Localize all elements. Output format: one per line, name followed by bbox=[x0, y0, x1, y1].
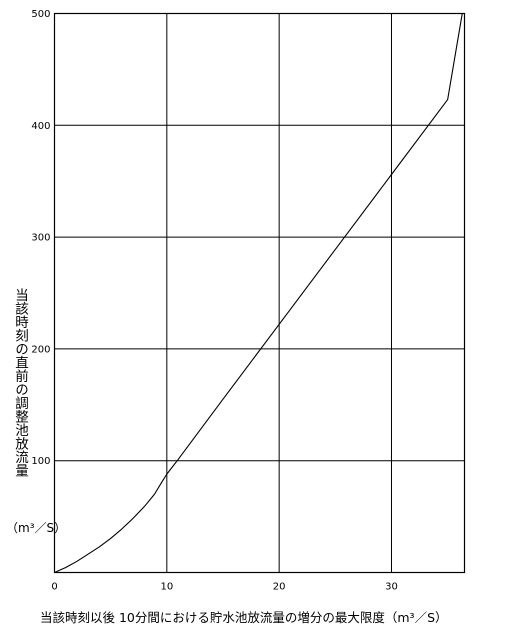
series-line-0 bbox=[54, 13, 463, 574]
x-axis-title: 当該時刻以後 10分間における貯水池放流量の増分の最大限度（m³／S） bbox=[40, 610, 448, 625]
y-tick-label: 500 bbox=[31, 9, 50, 20]
y-tick-label: 400 bbox=[31, 121, 50, 132]
plot-area-border bbox=[53, 12, 466, 574]
x-tick-label: 0 bbox=[51, 582, 57, 593]
x-tick-label: 30 bbox=[385, 582, 398, 593]
y-tick-label: 100 bbox=[31, 456, 50, 467]
ticks: 0 10 20 30 100 200 300 400 500 bbox=[31, 9, 397, 593]
y-tick-label: 300 bbox=[31, 233, 50, 244]
y-tick-label: 200 bbox=[31, 344, 50, 355]
data-line-layer bbox=[54, 13, 463, 574]
x-tick-label: 20 bbox=[273, 582, 286, 593]
y-axis-title: 当該時刻の直前の調整池放流量 bbox=[12, 288, 28, 477]
y-axis-unit: （m³／S） bbox=[6, 521, 67, 535]
grid bbox=[54, 13, 465, 573]
x-tick-label: 10 bbox=[160, 582, 173, 593]
